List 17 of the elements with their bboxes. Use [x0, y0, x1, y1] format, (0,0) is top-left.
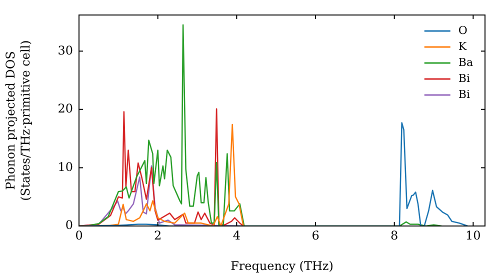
legend-label: K	[458, 40, 468, 53]
x-tick-label: 10	[466, 228, 481, 242]
x-tick-label: 4	[232, 228, 241, 242]
x-axis-title: Frequency (THz)	[230, 258, 334, 273]
legend-label: Bi	[458, 88, 470, 101]
legend-label: O	[458, 24, 468, 37]
y-tick-label: 0	[65, 218, 73, 232]
x-tick-label: 6	[312, 228, 320, 242]
y-axis-title: Phonon projected DOS (States/THz·primitive cell)	[4, 40, 33, 201]
y-tick-label: 20	[58, 102, 73, 116]
x-tick-label: 2	[154, 228, 162, 242]
x-tick-label: 0	[75, 228, 83, 242]
legend-label: Ba	[458, 56, 474, 69]
y-tick-label: 10	[58, 160, 73, 174]
x-tick-label: 8	[390, 228, 398, 242]
legend-label: Bi	[458, 72, 470, 85]
y-tick-label: 30	[58, 43, 73, 58]
